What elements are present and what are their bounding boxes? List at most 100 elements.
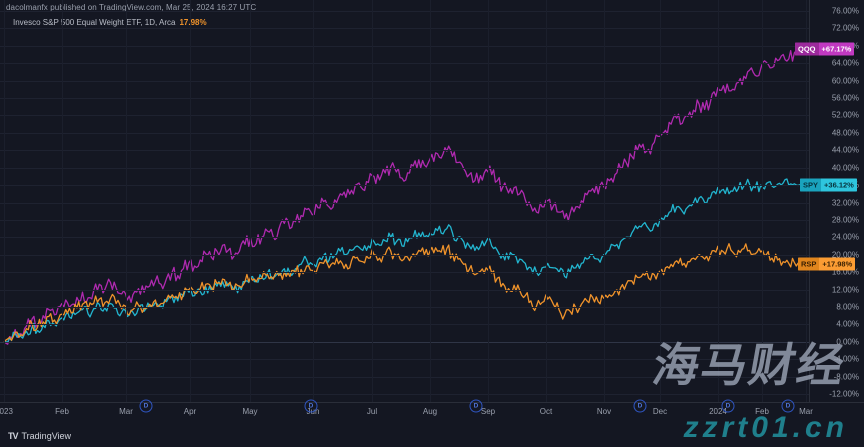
vertical-gridline (190, 0, 191, 402)
x-axis-tick: Nov (596, 407, 612, 416)
gridline (0, 115, 810, 117)
gridline (0, 185, 810, 187)
vertical-gridline (250, 0, 251, 402)
x-axis-tick: Mar (799, 407, 813, 416)
y-axis-tick: 40.00% (831, 163, 859, 173)
x-axis-tick: Mar (119, 407, 133, 416)
y-axis-tick: 64.00% (831, 58, 859, 68)
price-tag-value: +67.17% (818, 42, 855, 56)
publisher-line: dacolmanfx published on TradingView.com,… (6, 3, 257, 12)
x-axis-tick: Dec (652, 407, 668, 416)
tradingview-logo[interactable]: TV TradingView (8, 431, 71, 441)
gridline (0, 289, 810, 291)
x-axis-tick: Feb (755, 407, 769, 416)
y-axis-tick: 4.00% (836, 319, 859, 329)
dividend-marker[interactable]: D (781, 399, 795, 413)
dividend-marker[interactable]: D (304, 399, 318, 413)
y-axis-tick: 28.00% (831, 215, 859, 225)
y-axis-tick: 52.00% (831, 110, 859, 120)
gridline (0, 237, 810, 239)
gridline (0, 11, 810, 12)
price-tag-value: +17.98% (819, 257, 856, 271)
vertical-gridline (488, 0, 489, 402)
chart-legend: Invesco S&P 500 Equal Weight ETF, 1D, Ar… (13, 18, 207, 27)
gridline (0, 63, 810, 65)
x-axis-tick: Aug (422, 407, 438, 416)
y-axis-tick: 12.00% (831, 285, 859, 295)
vertical-gridline (372, 0, 373, 402)
gridline (0, 150, 810, 152)
price-tag-qqq[interactable]: QQQ +67.17% (795, 42, 855, 56)
series-canvas (3, 49, 801, 345)
x-axis-tick: 2023 (0, 407, 13, 416)
y-axis-tick: 44.00% (831, 145, 859, 155)
gridline (0, 254, 810, 256)
vertical-gridline (660, 0, 661, 402)
gridline (0, 306, 810, 308)
vertical-gridline (718, 0, 719, 402)
y-axis-tick: -8.00% (833, 372, 859, 382)
gridline (0, 272, 810, 274)
vertical-gridline (604, 0, 605, 402)
vertical-gridline (762, 0, 763, 402)
tradingview-logo-label: TradingView (21, 430, 72, 441)
gridline (0, 28, 810, 30)
vertical-gridline (546, 0, 547, 402)
gridline (0, 202, 810, 204)
x-axis-tick: 2024 (709, 407, 727, 416)
price-tag-symbol: RSP (798, 257, 820, 271)
footer-bar: TV TradingView (0, 424, 864, 447)
price-tag-value: +36.12% (821, 178, 857, 192)
vertical-gridline (126, 0, 127, 402)
series-line-qqq (3, 49, 801, 345)
price-tag-spy[interactable]: SPY +36.12% (800, 178, 857, 192)
time-axis[interactable]: 2023FebMarAprMayJunJulAugSepOctNovDec202… (0, 402, 864, 425)
x-axis-tick: May (242, 407, 258, 416)
tradingview-mark-icon: TV (8, 430, 18, 441)
price-axis[interactable]: 76.00%72.00%68.00%64.00%60.00%56.00%52.0… (809, 0, 864, 402)
y-axis-tick: 20.00% (831, 250, 859, 260)
vertical-gridline (62, 0, 63, 402)
legend-value: 17.98% (179, 18, 207, 27)
vertical-gridline (4, 0, 5, 402)
series-line-spy (4, 178, 801, 343)
price-tag-symbol: QQQ (795, 42, 819, 56)
vertical-gridline (806, 0, 807, 402)
y-axis-tick: 8.00% (836, 302, 859, 312)
price-tag-rsp[interactable]: RSP +17.98% (798, 257, 856, 271)
x-axis-tick: Feb (55, 407, 69, 416)
x-axis-tick: Apr (183, 407, 197, 416)
y-axis-tick: 48.00% (831, 128, 859, 138)
x-axis-tick: Sep (480, 407, 496, 416)
vertical-gridline (313, 0, 314, 402)
legend-title: Invesco S&P 500 Equal Weight ETF, 1D, Ar… (13, 18, 176, 27)
y-axis-tick: 72.00% (831, 23, 859, 33)
dividend-marker[interactable]: D (721, 399, 735, 413)
gridline (0, 98, 810, 100)
price-tag-symbol: SPY (800, 178, 822, 192)
y-axis-tick: 16.00% (831, 267, 859, 277)
gridline (0, 45, 810, 47)
y-axis-tick: -4.00% (833, 354, 859, 364)
y-axis-tick: 32.00% (831, 198, 859, 207)
y-axis-tick: 56.00% (831, 93, 859, 103)
x-axis-tick: Jul (366, 407, 378, 416)
vertical-gridline (430, 0, 431, 402)
gridline (0, 219, 810, 221)
series-line-rsp (3, 243, 801, 343)
gridline (0, 324, 810, 326)
gridline (0, 80, 810, 82)
y-axis-tick: 0.00% (836, 337, 859, 347)
gridline (0, 359, 810, 361)
dividend-marker[interactable]: D (633, 399, 647, 413)
y-axis-tick: 76.00% (831, 6, 859, 16)
y-axis-tick: 24.00% (831, 232, 859, 242)
gridline (0, 132, 810, 134)
y-axis-tick: -12.00% (829, 389, 859, 399)
gridline (0, 394, 810, 395)
dividend-marker[interactable]: D (139, 399, 153, 413)
dividend-marker[interactable]: D (469, 399, 483, 413)
gridline (0, 167, 810, 169)
plot-area[interactable] (0, 0, 810, 402)
